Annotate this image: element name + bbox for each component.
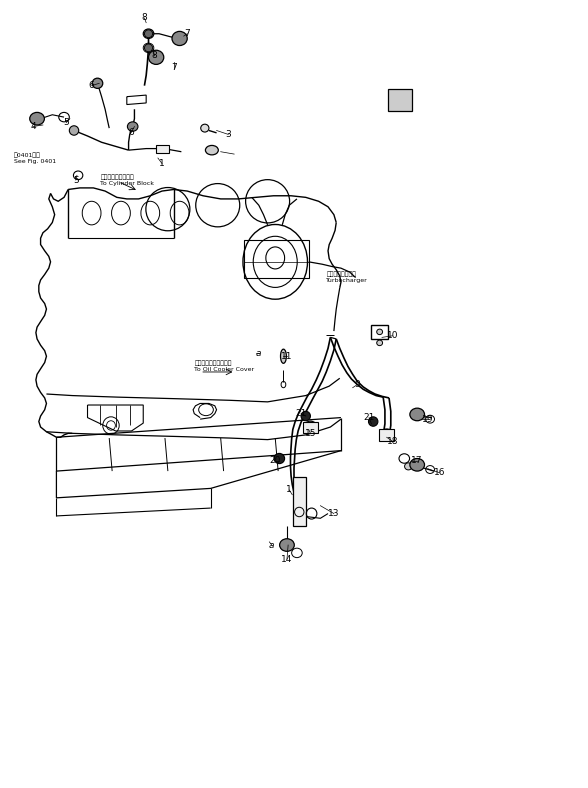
- Ellipse shape: [369, 417, 378, 426]
- Ellipse shape: [280, 349, 286, 363]
- Text: 13: 13: [328, 509, 340, 518]
- Text: 17: 17: [412, 456, 423, 466]
- Bar: [379, 429, 395, 441]
- Ellipse shape: [377, 340, 383, 346]
- Ellipse shape: [377, 329, 383, 335]
- Bar: [388, 89, 413, 111]
- Text: 図0401参照
See Fig. 0401: 図0401参照 See Fig. 0401: [14, 152, 56, 164]
- Bar: [156, 146, 169, 154]
- Text: 6: 6: [89, 81, 95, 90]
- Text: 9: 9: [355, 380, 360, 389]
- Ellipse shape: [145, 30, 153, 38]
- Ellipse shape: [304, 421, 317, 433]
- Ellipse shape: [92, 78, 103, 88]
- Text: 1: 1: [286, 485, 292, 494]
- Text: a: a: [256, 348, 262, 358]
- Text: 8: 8: [142, 13, 147, 23]
- Ellipse shape: [280, 539, 294, 552]
- Text: 1: 1: [159, 159, 165, 168]
- Text: 10: 10: [387, 331, 398, 340]
- Text: 8: 8: [152, 51, 157, 60]
- Text: オイルクーラカバーへ
To Oil Cooler Cover: オイルクーラカバーへ To Oil Cooler Cover: [194, 361, 255, 372]
- Text: 7: 7: [185, 29, 190, 39]
- Ellipse shape: [30, 113, 45, 125]
- Bar: [303, 422, 318, 433]
- Ellipse shape: [143, 29, 154, 39]
- Ellipse shape: [205, 146, 218, 155]
- Text: 7: 7: [171, 63, 176, 72]
- Ellipse shape: [128, 122, 138, 132]
- Text: 11: 11: [281, 351, 293, 361]
- Text: a: a: [269, 541, 275, 549]
- Ellipse shape: [301, 411, 310, 421]
- Ellipse shape: [145, 44, 153, 52]
- Bar: [372, 325, 388, 339]
- Text: 5: 5: [73, 176, 79, 184]
- Text: 3: 3: [225, 130, 231, 139]
- Text: 5: 5: [64, 118, 69, 127]
- Text: 4: 4: [30, 122, 36, 131]
- Ellipse shape: [410, 408, 425, 421]
- Text: シリンダブロックへ
To Cylinder Block: シリンダブロックへ To Cylinder Block: [101, 174, 155, 186]
- Text: 15: 15: [305, 429, 316, 438]
- Ellipse shape: [201, 125, 209, 132]
- Ellipse shape: [172, 32, 187, 46]
- Text: ターボチャージャ
Turbocharger: ターボチャージャ Turbocharger: [326, 272, 368, 283]
- Ellipse shape: [410, 459, 425, 471]
- Text: 16: 16: [434, 468, 445, 478]
- Text: 14: 14: [281, 555, 293, 563]
- Text: 20: 20: [269, 456, 281, 466]
- Bar: [244, 240, 309, 277]
- Text: 21: 21: [363, 413, 375, 422]
- Text: 6: 6: [128, 128, 134, 137]
- Ellipse shape: [380, 429, 393, 440]
- Text: 18: 18: [387, 437, 398, 446]
- Text: 19: 19: [422, 414, 433, 424]
- Ellipse shape: [149, 50, 164, 65]
- Text: 21: 21: [295, 409, 307, 418]
- Ellipse shape: [405, 463, 412, 470]
- Ellipse shape: [274, 453, 285, 463]
- Ellipse shape: [69, 126, 79, 136]
- Bar: [293, 478, 306, 526]
